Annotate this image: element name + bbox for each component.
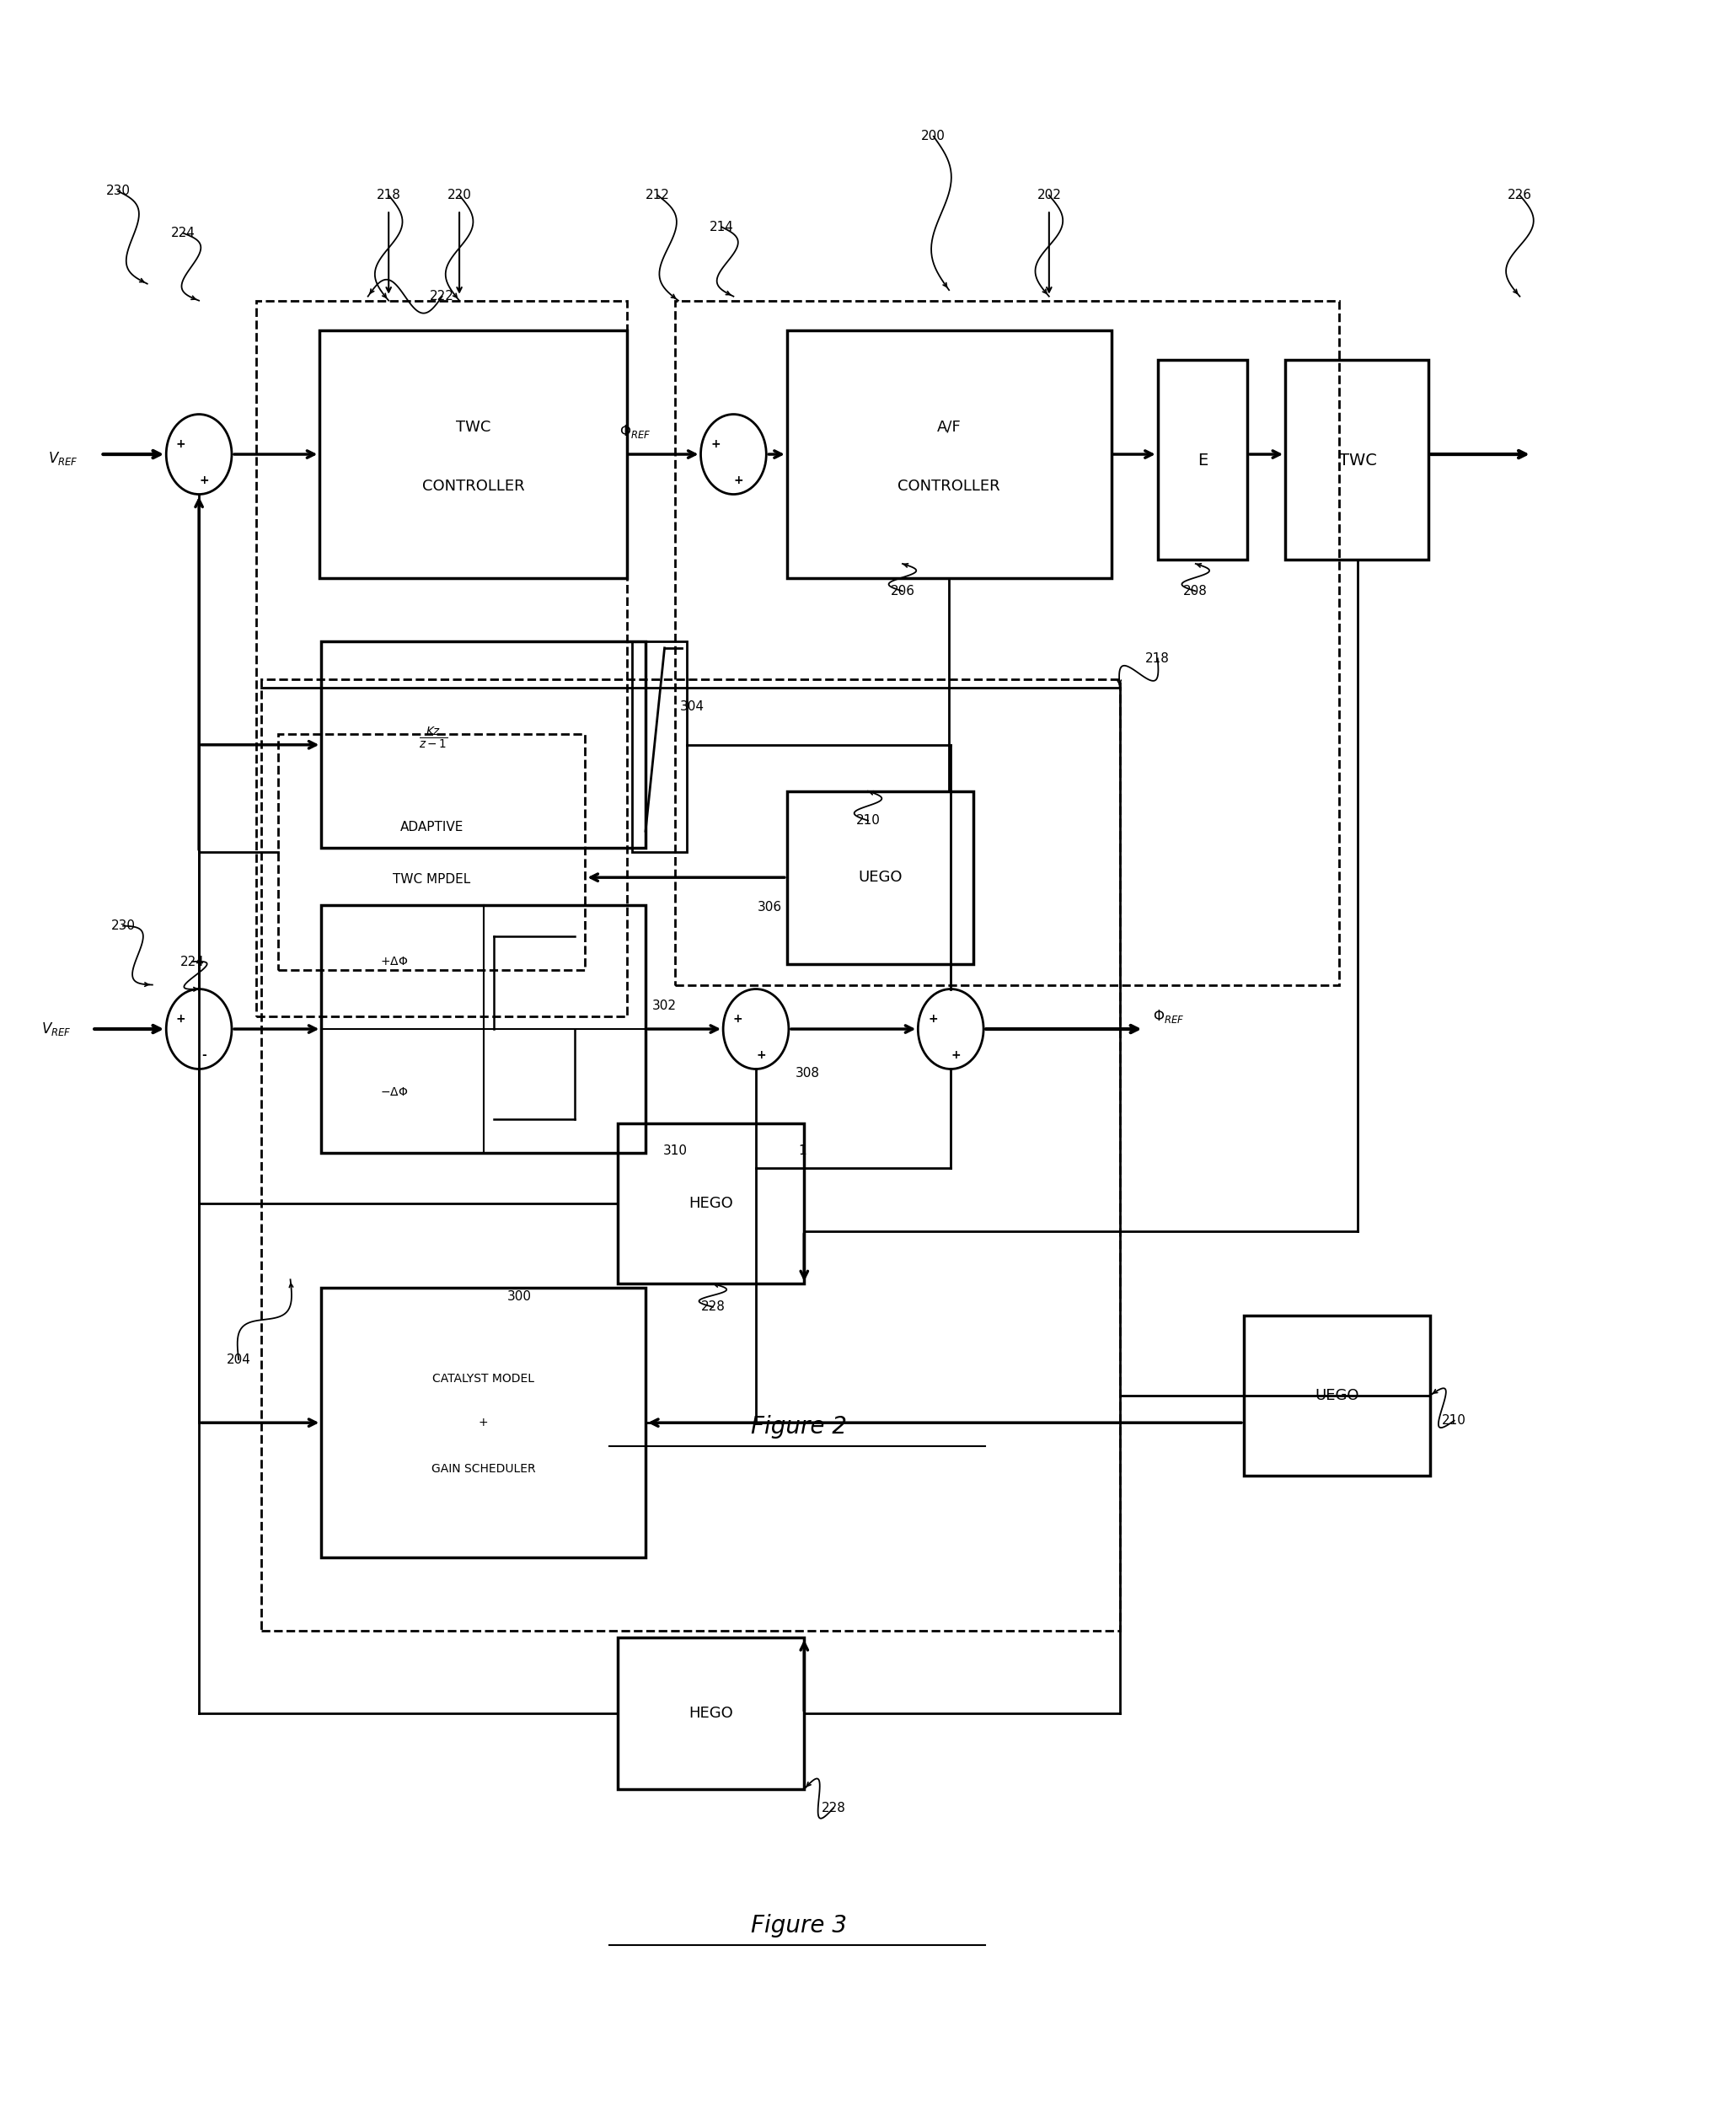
Text: $-\Delta\Phi$: $-\Delta\Phi$	[380, 1086, 408, 1099]
Text: 302: 302	[653, 999, 677, 1012]
Text: HEGO: HEGO	[689, 1706, 733, 1721]
Text: 202: 202	[1036, 188, 1061, 201]
Bar	[786, 330, 1111, 578]
Text: 304: 304	[681, 701, 705, 713]
Text: +: +	[733, 1014, 743, 1025]
Text: 224: 224	[172, 227, 196, 239]
Text: GAIN SCHEDULER: GAIN SCHEDULER	[431, 1463, 536, 1476]
Bar	[618, 1636, 804, 1789]
Text: CONTROLLER: CONTROLLER	[422, 478, 524, 493]
Text: 224: 224	[181, 955, 205, 967]
Text: E: E	[1198, 453, 1208, 468]
Text: -: -	[201, 1050, 207, 1061]
Text: 228: 228	[701, 1300, 726, 1313]
Text: CONTROLLER: CONTROLLER	[898, 478, 1000, 493]
Bar	[278, 735, 585, 970]
Text: 230: 230	[106, 184, 130, 197]
Text: 214: 214	[710, 220, 734, 233]
Text: $\frac{Kz}{z-1}$: $\frac{Kz}{z-1}$	[418, 726, 448, 752]
Text: 1: 1	[799, 1145, 807, 1158]
Text: TWC: TWC	[1338, 453, 1377, 468]
Text: ADAPTIVE: ADAPTIVE	[399, 821, 464, 834]
Bar	[321, 641, 646, 849]
Text: 300: 300	[507, 1289, 531, 1302]
Text: A/F: A/F	[937, 419, 962, 434]
Text: $\Phi_{REF}$: $\Phi_{REF}$	[1153, 1008, 1184, 1025]
Text: $\Phi_{REF}$: $\Phi_{REF}$	[620, 423, 651, 440]
Text: 220: 220	[448, 188, 472, 201]
Text: 306: 306	[757, 900, 781, 912]
Bar	[319, 330, 627, 578]
Text: 308: 308	[795, 1067, 819, 1080]
Text: Figure 3: Figure 3	[752, 1914, 847, 1937]
Text: +: +	[755, 1050, 766, 1061]
Bar	[618, 1124, 804, 1283]
Text: $V_{REF}$: $V_{REF}$	[49, 451, 78, 468]
Text: CATALYST MODEL: CATALYST MODEL	[432, 1372, 535, 1385]
Text: $V_{REF}$: $V_{REF}$	[42, 1020, 71, 1037]
Bar	[1245, 1315, 1430, 1476]
Text: +: +	[200, 474, 208, 487]
Text: 204: 204	[226, 1353, 250, 1365]
Bar	[632, 641, 687, 853]
Text: 310: 310	[663, 1145, 687, 1158]
Text: 222: 222	[431, 290, 455, 303]
Text: HEGO: HEGO	[689, 1196, 733, 1211]
Text: UEGO: UEGO	[1314, 1389, 1359, 1404]
Text: 218: 218	[377, 188, 401, 201]
Text: 228: 228	[821, 1802, 845, 1814]
Text: 218: 218	[1146, 652, 1170, 665]
Text: +: +	[175, 438, 186, 451]
Bar	[1158, 360, 1248, 559]
Text: 200: 200	[922, 129, 946, 142]
Bar	[260, 680, 1120, 1630]
Text: 208: 208	[1184, 584, 1208, 597]
Bar	[786, 792, 974, 963]
Text: +: +	[710, 438, 720, 451]
Text: 212: 212	[646, 188, 670, 201]
Text: +: +	[175, 1014, 186, 1025]
Text: $+\Delta\Phi$: $+\Delta\Phi$	[380, 955, 408, 967]
Bar	[321, 1287, 646, 1558]
Text: 230: 230	[111, 919, 135, 931]
Bar	[321, 904, 646, 1154]
Text: 226: 226	[1507, 188, 1531, 201]
Text: Figure 2: Figure 2	[752, 1414, 847, 1440]
Text: +: +	[927, 1014, 937, 1025]
Text: +: +	[951, 1050, 960, 1061]
Text: 210: 210	[1443, 1414, 1467, 1427]
Bar	[675, 301, 1338, 984]
Text: 206: 206	[891, 584, 915, 597]
Bar	[1285, 360, 1429, 559]
Bar	[255, 301, 627, 1016]
Text: 210: 210	[856, 815, 880, 828]
Text: UEGO: UEGO	[858, 870, 903, 885]
Text: +: +	[479, 1416, 488, 1429]
Text: TWC MPDEL: TWC MPDEL	[392, 872, 470, 885]
Text: TWC: TWC	[457, 419, 491, 434]
Text: +: +	[734, 474, 743, 487]
